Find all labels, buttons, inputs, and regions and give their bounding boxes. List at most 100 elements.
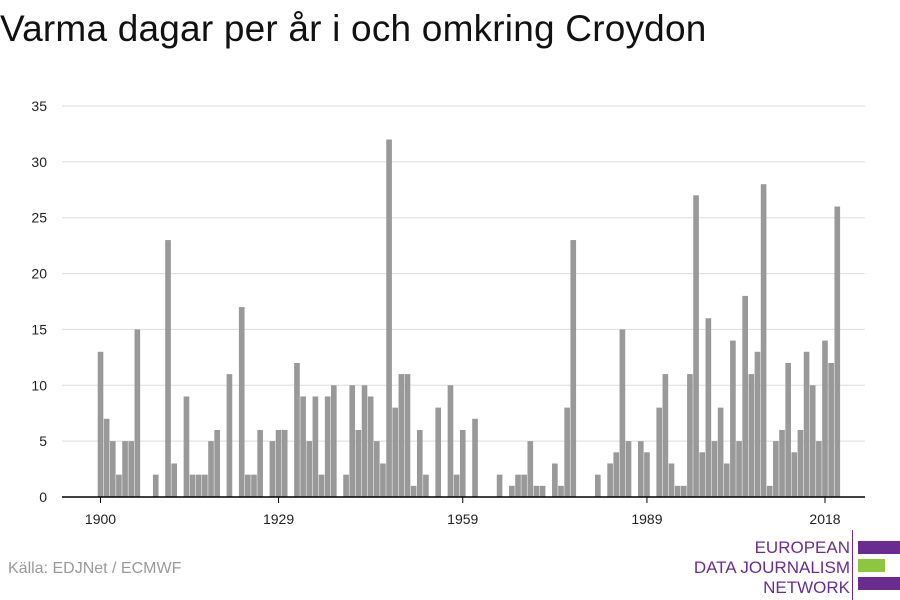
bar-1917 (202, 474, 208, 497)
chart-title: Varma dagar per år i och omkring Croydon (0, 8, 707, 49)
bar-1994 (674, 485, 681, 497)
source-label: Källa: EDJNet / ECMWF (8, 560, 182, 577)
bar-2007 (754, 351, 761, 497)
bar-1977 (570, 240, 577, 498)
bar-1938 (330, 385, 337, 497)
bar-1961 (472, 418, 478, 497)
bar-2006 (748, 374, 755, 497)
logo-line-2: DATA JOURNALISM (693, 558, 850, 577)
bar-1952 (416, 429, 423, 497)
bar-1944 (367, 396, 374, 497)
bar-1986 (625, 441, 632, 497)
bar-1942 (355, 429, 362, 497)
logo-line-3: NETWORK (763, 578, 850, 597)
logo-divider (852, 530, 853, 600)
bar-1940 (343, 474, 349, 497)
bar-1997 (693, 195, 699, 497)
bar-2008 (760, 184, 767, 497)
bar-2010 (773, 441, 779, 497)
y-tick-label: 20 (31, 266, 47, 282)
bar-1916 (195, 474, 202, 497)
bar-2011 (779, 429, 785, 497)
bar-1976 (564, 407, 570, 497)
y-tick-labels: 0 5 10 15 20 25 30 35 (31, 98, 47, 505)
bar-1935 (312, 396, 319, 497)
bar-2016 (809, 385, 816, 497)
x-tick-label: 2018 (809, 511, 840, 527)
bar-1965 (496, 474, 503, 497)
bar-1925 (251, 474, 257, 497)
bar-1985 (619, 329, 626, 497)
bar-1902 (109, 441, 116, 497)
bar-2000 (711, 441, 718, 497)
x-tick-label: 1929 (263, 511, 294, 527)
bar-1912 (171, 463, 177, 497)
bar-1953 (423, 474, 429, 497)
bar-1955 (435, 407, 442, 497)
bar-2009 (766, 485, 773, 497)
bar-1928 (269, 441, 276, 497)
bar-1919 (214, 429, 220, 497)
bar-1959 (459, 429, 466, 497)
bar-1957 (447, 385, 454, 497)
bar-1998 (699, 452, 706, 497)
logo-bar-middle (858, 559, 885, 572)
x-tick-label: 1959 (447, 511, 478, 527)
bar-1991 (656, 407, 663, 497)
bar-2014 (797, 429, 804, 497)
bar-2017 (816, 441, 822, 497)
bar-1906 (134, 329, 141, 497)
bar-1900 (97, 351, 104, 497)
y-tick-label: 35 (31, 98, 47, 114)
bar-2015 (803, 351, 810, 497)
bar-1969 (521, 474, 527, 497)
bar-1918 (208, 441, 214, 497)
bar-1915 (189, 474, 196, 497)
bar-2005 (742, 295, 749, 497)
bar-1904 (122, 441, 128, 497)
bar-1988 (637, 441, 644, 497)
bar-1905 (128, 441, 135, 497)
bar-1923 (238, 307, 245, 497)
bar-1951 (410, 485, 417, 497)
logo-bar-bottom (858, 577, 900, 590)
axes (62, 496, 865, 503)
bar-1975 (558, 485, 564, 497)
bar-1946 (380, 463, 386, 497)
bar-2018 (822, 340, 828, 497)
bar-1984 (613, 452, 620, 497)
bar-1926 (257, 429, 263, 497)
bar-1911 (165, 240, 171, 498)
bar-1929 (275, 429, 282, 497)
bar-1941 (349, 385, 356, 497)
bar-1992 (662, 374, 669, 497)
bar-1934 (306, 441, 313, 497)
edjnet-logo[interactable]: EUROPEAN DATA JOURNALISM NETWORK (690, 530, 900, 600)
bar-1972 (539, 485, 546, 497)
bar-1981 (595, 474, 601, 497)
x-tick-label: 1900 (85, 511, 116, 527)
bar-1949 (398, 374, 405, 497)
bar-1995 (680, 485, 687, 497)
bar-1937 (324, 396, 331, 497)
bar-2002 (723, 463, 730, 497)
bar-1993 (668, 463, 675, 497)
bar-1996 (687, 374, 693, 497)
x-tick-label: 1989 (631, 511, 662, 527)
bar-1924 (245, 474, 251, 497)
bar-2012 (785, 362, 791, 497)
y-tick-label: 5 (39, 433, 47, 449)
bar-2013 (791, 452, 798, 497)
bar-1950 (404, 374, 411, 497)
bar-1999 (705, 318, 712, 497)
bar-2001 (717, 407, 724, 497)
y-tick-label: 0 (39, 489, 47, 505)
logo-text: EUROPEAN DATA JOURNALISM NETWORK (694, 538, 850, 598)
bar-chart: 0 5 10 15 20 25 30 35 1900 1929 1959 1989 2018 (31, 98, 865, 527)
logo-bar-top (858, 541, 900, 554)
bar-2004 (736, 441, 742, 497)
bar-1947 (386, 139, 392, 497)
x-tick-labels: 1900 1929 1959 1989 2018 (85, 511, 841, 527)
bar-2019 (828, 362, 834, 497)
bar-2003 (730, 340, 736, 497)
